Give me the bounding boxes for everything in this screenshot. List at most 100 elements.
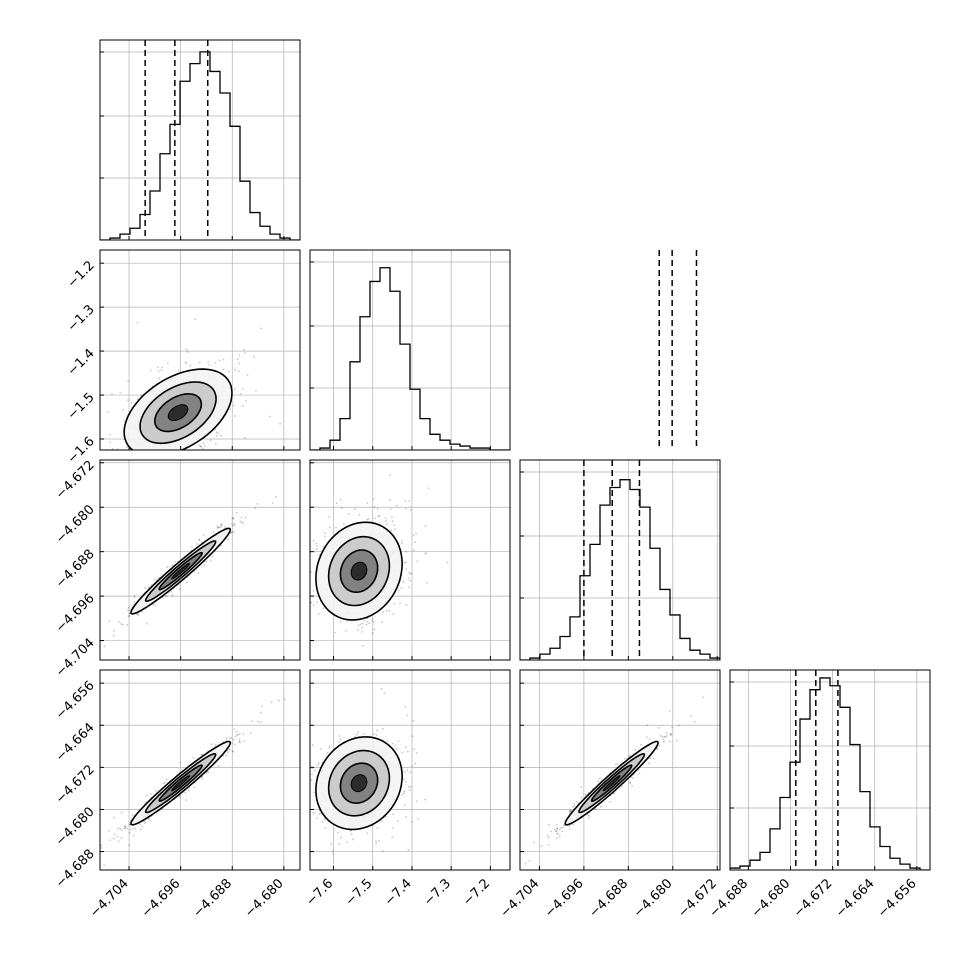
sample-point xyxy=(404,746,407,748)
sample-point xyxy=(382,850,384,853)
sample-point xyxy=(400,793,403,796)
grid-3-3 xyxy=(730,670,930,870)
sample-point xyxy=(160,454,162,456)
sample-point xyxy=(304,597,306,599)
sample-point xyxy=(139,467,141,469)
sample-point xyxy=(220,524,223,527)
sample-point xyxy=(424,798,427,801)
sample-point xyxy=(232,517,235,520)
sample-point xyxy=(297,553,299,555)
sample-point xyxy=(346,620,349,622)
sample-point xyxy=(315,542,318,545)
sample-point xyxy=(149,793,152,795)
sample-point xyxy=(540,845,543,848)
sample-point xyxy=(307,801,309,803)
sample-point xyxy=(284,608,286,610)
sample-point xyxy=(185,348,188,351)
sample-point xyxy=(389,508,392,510)
sample-point xyxy=(186,351,189,353)
sample-point xyxy=(261,705,264,708)
sample-point xyxy=(278,699,280,702)
sample-point xyxy=(356,731,359,734)
sample-point xyxy=(390,529,393,532)
sample-point xyxy=(186,451,188,453)
sample-point xyxy=(293,751,295,753)
sample-point xyxy=(134,827,137,830)
sample-point xyxy=(209,439,212,442)
sample-point xyxy=(94,865,96,867)
sample-point xyxy=(203,457,205,459)
sample-point xyxy=(112,837,115,840)
sample-point xyxy=(241,405,244,407)
sample-point xyxy=(232,750,235,753)
sample-point xyxy=(317,612,320,615)
sample-point xyxy=(123,826,126,829)
sample-point xyxy=(161,366,164,369)
sample-point xyxy=(645,736,648,739)
sample-point xyxy=(260,711,262,714)
sample-point xyxy=(330,843,333,845)
sample-point xyxy=(154,578,156,581)
density-panel-1-0 xyxy=(106,318,281,496)
sample-point xyxy=(405,604,408,607)
sample-point xyxy=(215,435,218,437)
panel-frame-2-0 xyxy=(99,459,301,661)
sample-point xyxy=(413,748,416,751)
sample-point xyxy=(394,528,396,531)
sample-point xyxy=(229,408,232,411)
sample-point xyxy=(165,778,168,781)
contour-level-4 xyxy=(350,774,368,793)
sample-point xyxy=(128,832,131,834)
sample-point xyxy=(234,415,237,417)
sample-point xyxy=(159,471,161,473)
sample-point xyxy=(126,623,129,626)
sample-point xyxy=(120,837,123,840)
sample-point xyxy=(414,541,416,544)
sample-point xyxy=(366,620,369,623)
density-panel-3-2 xyxy=(524,696,704,865)
sample-point xyxy=(324,827,327,829)
ticks-3-0 xyxy=(100,682,285,870)
sample-point xyxy=(415,751,418,754)
sample-point xyxy=(147,817,150,820)
sample-point xyxy=(311,773,313,776)
sample-point xyxy=(149,819,152,822)
panel-frame-1-1 xyxy=(309,249,511,451)
sample-point xyxy=(237,733,240,736)
sample-point xyxy=(408,571,411,574)
sample-point xyxy=(324,532,326,534)
sample-point xyxy=(238,733,241,735)
sample-point xyxy=(191,546,193,549)
sample-point xyxy=(140,610,143,613)
sample-point xyxy=(222,368,225,371)
sample-point xyxy=(308,781,310,783)
ticks-0-0 xyxy=(100,51,285,240)
sample-point xyxy=(231,531,234,534)
sample-point xyxy=(119,391,122,394)
sample-point xyxy=(174,561,177,563)
sample-point xyxy=(112,634,115,637)
sample-point xyxy=(157,576,160,579)
sample-point xyxy=(372,620,375,623)
sample-point xyxy=(185,581,188,584)
sample-point xyxy=(245,399,247,402)
sample-point xyxy=(297,583,299,585)
sample-point xyxy=(171,594,174,597)
sample-point xyxy=(143,494,145,496)
sample-point xyxy=(162,455,164,457)
sample-point xyxy=(401,539,404,542)
sample-point xyxy=(145,794,148,797)
histogram-3 xyxy=(730,677,930,870)
sample-point xyxy=(404,780,407,783)
sample-point xyxy=(137,454,139,456)
sample-point xyxy=(337,831,339,834)
sample-point xyxy=(411,820,414,823)
sample-point xyxy=(198,444,201,447)
sample-point xyxy=(149,369,152,372)
sample-point xyxy=(251,720,254,722)
sample-point xyxy=(239,520,242,523)
sample-point xyxy=(179,796,182,798)
sample-point xyxy=(405,816,408,819)
sample-point xyxy=(391,520,394,523)
sample-point xyxy=(229,737,231,739)
